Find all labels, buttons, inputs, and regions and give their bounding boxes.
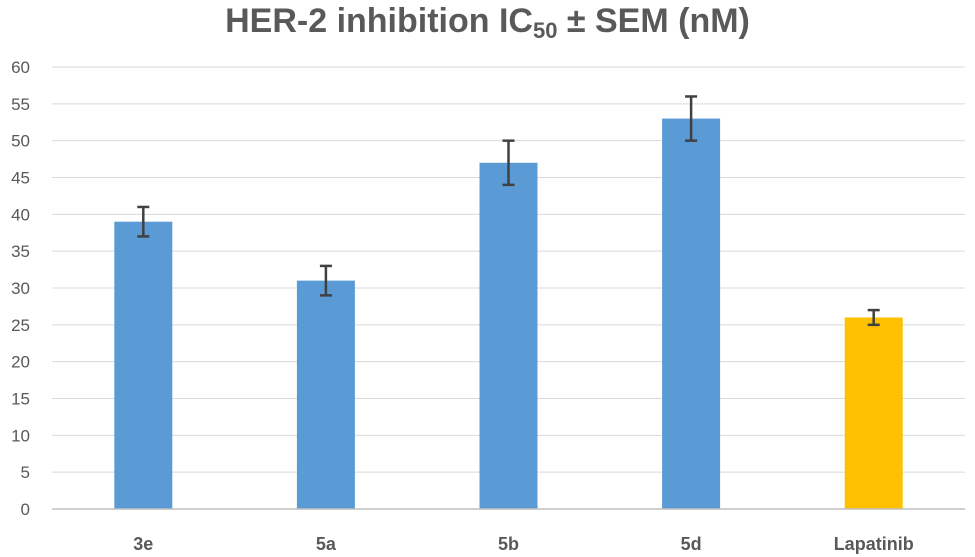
y-tick-label: 60 bbox=[11, 58, 30, 77]
y-tick-label: 55 bbox=[11, 95, 30, 114]
y-tick-label: 10 bbox=[11, 426, 30, 445]
y-tick-label: 5 bbox=[21, 463, 30, 482]
y-tick-label: 35 bbox=[11, 242, 30, 261]
chart-title: HER-2 inhibition IC50 ± SEM (nM) bbox=[0, 2, 975, 44]
x-tick-label: 5d bbox=[681, 534, 702, 554]
y-tick-label: 25 bbox=[11, 316, 30, 335]
chart-title-suffix: ± SEM (nM) bbox=[557, 2, 750, 40]
y-tick-label: 50 bbox=[11, 132, 30, 151]
bar bbox=[479, 162, 538, 509]
y-tick-label: 20 bbox=[11, 353, 30, 372]
x-tick-label: 3e bbox=[133, 534, 153, 554]
y-tick-label: 15 bbox=[11, 390, 30, 409]
y-tick-label: 40 bbox=[11, 205, 30, 224]
bar bbox=[296, 280, 355, 509]
y-tick-label: 45 bbox=[11, 169, 30, 188]
chart-title-main: HER-2 inhibition IC bbox=[225, 2, 533, 40]
x-tick-label: 5b bbox=[498, 534, 519, 554]
bar bbox=[114, 221, 173, 509]
bar bbox=[662, 118, 721, 510]
x-tick-label: Lapatinib bbox=[834, 534, 914, 554]
x-tick-label: 5a bbox=[316, 534, 337, 554]
chart-title-subscript: 50 bbox=[532, 18, 558, 43]
y-tick-label: 0 bbox=[21, 500, 30, 519]
y-tick-label: 30 bbox=[11, 279, 30, 298]
bar bbox=[844, 317, 903, 509]
